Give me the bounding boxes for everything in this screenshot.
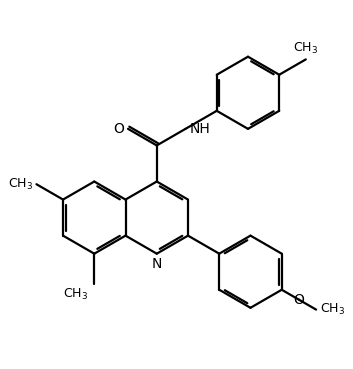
Text: O: O (113, 122, 124, 136)
Text: NH: NH (189, 122, 210, 136)
Text: N: N (152, 257, 162, 271)
Text: CH$_3$: CH$_3$ (8, 177, 33, 192)
Text: CH$_3$: CH$_3$ (320, 302, 346, 317)
Text: O: O (293, 293, 304, 307)
Text: CH$_3$: CH$_3$ (63, 286, 88, 301)
Text: CH$_3$: CH$_3$ (293, 41, 318, 56)
